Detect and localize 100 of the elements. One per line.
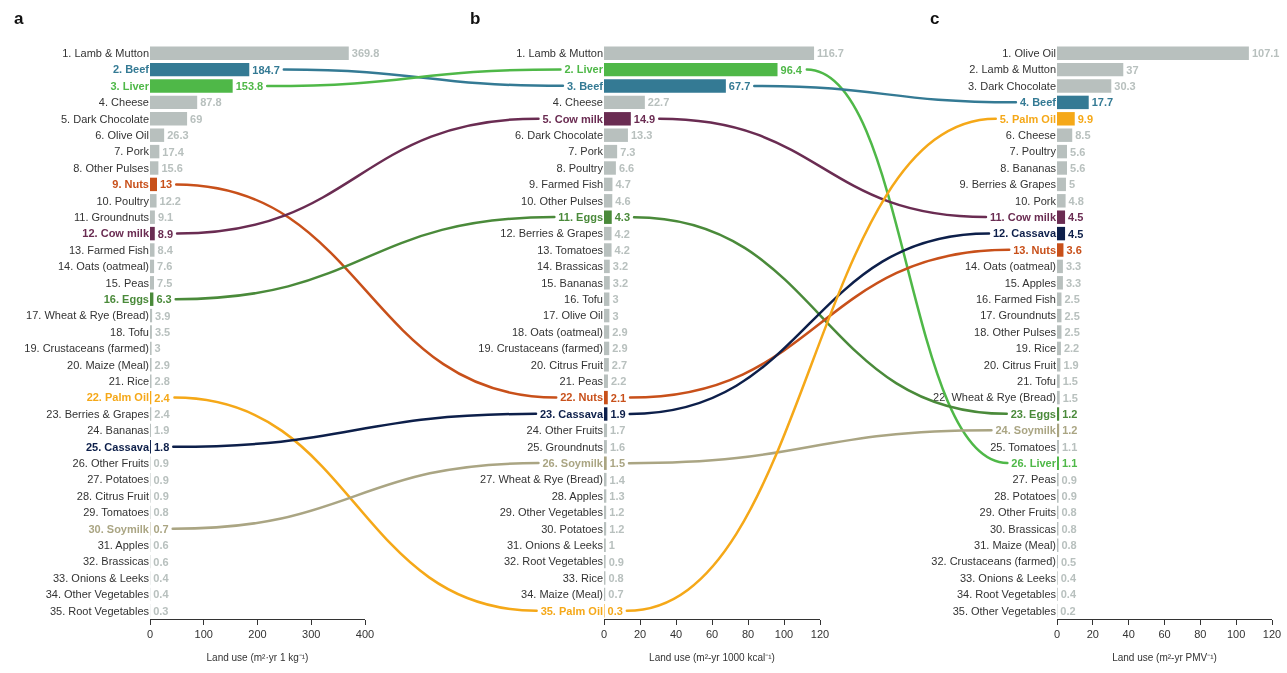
data-label: 1 xyxy=(608,539,615,552)
y-tick-label: 5. Cow milk xyxy=(542,112,604,125)
data-label: 9.9 xyxy=(1077,112,1094,125)
data-label: 2.8 xyxy=(154,375,170,388)
data-label: 0.8 xyxy=(608,572,624,584)
y-tick-label: 21. Tofu xyxy=(1017,375,1056,388)
y-tick-label: 2. Lamb & Mutton xyxy=(969,63,1056,76)
y-tick-label: 28. Apples xyxy=(551,489,604,502)
data-label: 3.2 xyxy=(612,276,629,289)
y-tick-label: 18. Tofu xyxy=(110,325,149,338)
data-label: 1.5 xyxy=(1062,375,1078,388)
y-tick-label: 1. Lamb & Mutton xyxy=(62,47,149,60)
data-label: 1.2 xyxy=(1062,408,1078,420)
data-label: 5.6 xyxy=(1070,162,1086,174)
y-tick-label: 24. Soymilk xyxy=(995,424,1057,437)
y-tick-label: 34. Maize (Meal) xyxy=(521,588,603,601)
x-tick-label: 100 xyxy=(1226,628,1246,641)
data-label: 0.9 xyxy=(1061,490,1077,502)
y-tick-label: 20. Citrus Fruit xyxy=(983,358,1056,371)
data-label: 0.6 xyxy=(153,539,169,552)
data-label: 1.6 xyxy=(609,440,626,453)
y-tick-label: 9. Nuts xyxy=(112,178,149,191)
y-tick-label: 6. Olive Oil xyxy=(95,129,149,142)
data-label: 17.4 xyxy=(162,145,185,158)
data-label: 1.5 xyxy=(609,457,625,470)
chart-title: b xyxy=(470,9,481,28)
data-label: 2.2 xyxy=(1063,342,1080,355)
data-label: 184.7 xyxy=(252,63,280,76)
y-tick-label: 12. Berries & Grapes xyxy=(500,227,604,240)
x-tick-label: 0 xyxy=(1053,628,1061,641)
y-tick-label: 3. Dark Chocolate xyxy=(967,79,1056,92)
y-tick-label: 11. Eggs xyxy=(558,211,603,224)
x-tick-label: 100 xyxy=(194,628,213,641)
y-tick-label: 26. Other Fruits xyxy=(72,457,150,470)
y-tick-label: 17. Olive Oil xyxy=(543,309,603,322)
y-tick-label: 15. Bananas xyxy=(541,276,604,289)
data-label: 2.9 xyxy=(612,342,628,355)
data-label: 4.7 xyxy=(615,178,631,191)
y-tick-label: 32. Brassicas xyxy=(82,555,150,568)
data-label: 1.7 xyxy=(610,424,626,437)
data-label: 87.8 xyxy=(200,96,222,109)
data-label: 8.9 xyxy=(157,227,174,240)
y-tick-label: 24. Bananas xyxy=(87,424,150,437)
y-tick-label: 25. Tomatoes xyxy=(990,440,1057,453)
y-tick-label: 33. Rice xyxy=(562,571,603,584)
y-tick-label: 29. Other Vegetables xyxy=(499,506,604,519)
y-tick-label: 33. Onions & Leeks xyxy=(52,571,150,584)
data-label: 1.9 xyxy=(610,408,626,420)
y-tick-label: 15. Apples xyxy=(1004,276,1057,289)
y-tick-label: 26. Soymilk xyxy=(542,457,604,470)
y-tick-label: 26. Liver xyxy=(1011,457,1057,470)
y-tick-label: 30. Brassicas xyxy=(989,522,1057,535)
data-label: 2.9 xyxy=(154,358,170,371)
data-label: 7.6 xyxy=(157,260,173,273)
data-label: 7.3 xyxy=(620,145,636,158)
y-tick-label: 32. Crustaceans (farmed) xyxy=(931,555,1056,568)
data-label: 3.2 xyxy=(612,260,629,273)
data-label: 2.7 xyxy=(611,358,628,371)
y-tick-label: 4. Beef xyxy=(1019,96,1057,109)
x-tick-label: 20 xyxy=(1086,628,1099,641)
y-tick-label: 21. Rice xyxy=(108,375,149,388)
y-tick-label: 27. Potatoes xyxy=(87,473,150,486)
y-tick-label: 35. Palm Oil xyxy=(540,604,603,617)
data-label: 12.2 xyxy=(159,194,181,207)
data-label: 4.2 xyxy=(614,244,630,256)
data-label: 0.4 xyxy=(1060,572,1077,584)
data-label: 3.6 xyxy=(1066,244,1082,256)
data-label: 15.6 xyxy=(161,162,183,174)
data-label: 2.4 xyxy=(154,408,171,420)
y-tick-label: 10. Poultry xyxy=(96,194,150,207)
y-tick-label: 19. Crustaceans (farmed) xyxy=(478,342,603,355)
data-label: 1.2 xyxy=(609,522,625,535)
y-tick-label: 11. Cow milk xyxy=(989,211,1057,224)
data-label: 5.6 xyxy=(1070,145,1086,158)
y-tick-label: 23. Cassava xyxy=(540,407,604,420)
y-tick-label: 12. Cassava xyxy=(993,227,1057,240)
y-tick-label: 17. Wheat & Rye (Bread) xyxy=(26,309,149,322)
x-tick-label: 300 xyxy=(302,628,321,641)
data-label: 3.9 xyxy=(155,309,171,322)
data-label: 2.4 xyxy=(154,391,171,404)
data-label: 0.8 xyxy=(1061,506,1077,519)
y-tick-label: 9. Farmed Fish xyxy=(529,178,603,191)
y-tick-label: 35. Root Vegetables xyxy=(49,604,150,617)
y-tick-label: 19. Crustaceans (farmed) xyxy=(24,342,149,355)
chart-title: a xyxy=(14,9,24,28)
data-label: 2.2 xyxy=(610,375,627,388)
data-label: 107.1 xyxy=(1251,47,1280,60)
data-label: 14.9 xyxy=(633,112,656,125)
data-label: 8.4 xyxy=(157,244,174,256)
data-label: 3.5 xyxy=(154,326,171,338)
y-tick-label: 31. Onions & Leeks xyxy=(506,539,604,552)
data-label: 1.4 xyxy=(609,473,626,486)
data-label: 4.3 xyxy=(614,211,631,224)
y-tick-label: 30. Soymilk xyxy=(88,522,150,535)
data-label: 0.2 xyxy=(1060,604,1076,617)
data-label: 0.8 xyxy=(153,506,169,519)
data-label: 0.4 xyxy=(153,572,170,584)
data-label: 3.3 xyxy=(1065,260,1082,273)
data-label: 13 xyxy=(159,178,173,191)
data-label: 0.6 xyxy=(153,555,169,568)
